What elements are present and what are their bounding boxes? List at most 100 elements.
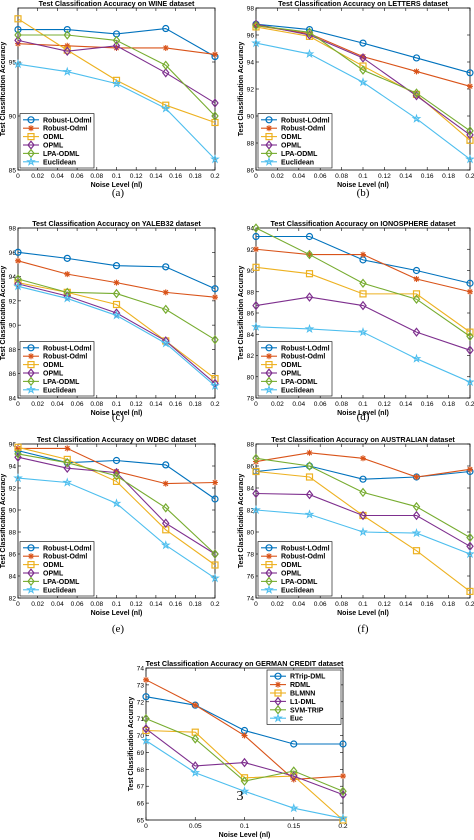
x-tick-label: 0.16 — [169, 173, 182, 180]
series-line-0 — [17, 251, 216, 290]
y-tick-label: 94 — [9, 274, 17, 281]
legend-marker — [265, 344, 273, 352]
legend-marker — [266, 125, 272, 132]
x-tick-label: 0.2 — [210, 601, 219, 608]
y-axis-label: Test Classification Accuracy — [238, 474, 245, 569]
legend-label: Robust-LOdml — [281, 545, 330, 552]
data-point — [358, 77, 368, 87]
panel-label: (d) — [357, 411, 370, 423]
data-point — [412, 510, 421, 521]
x-tick-label: 0 — [16, 401, 20, 408]
legend-label: Robust-Odml — [281, 554, 325, 561]
data-point — [252, 488, 260, 499]
legend-marker — [265, 361, 273, 369]
legend-label: LPA-ODML — [281, 379, 318, 386]
data-point — [62, 477, 73, 487]
legend-marker — [26, 584, 36, 594]
x-tick-label: 0.1 — [112, 401, 121, 408]
legend-label: ODML — [43, 362, 64, 369]
data-point — [211, 285, 219, 293]
data-point — [143, 676, 149, 683]
y-tick-label: 84 — [9, 396, 17, 403]
data-point — [252, 263, 260, 271]
legend-label: Robust-Odml — [43, 554, 87, 561]
data-point — [113, 44, 120, 51]
data-point — [253, 246, 259, 253]
data-point — [340, 773, 346, 780]
data-point — [63, 26, 71, 34]
y-tick-label: 98 — [9, 226, 17, 233]
data-point — [63, 463, 72, 473]
x-tick-label: 0.14 — [149, 601, 162, 608]
data-point — [63, 30, 72, 40]
data-point — [359, 475, 367, 483]
legend-label: LPA-ODML — [281, 151, 318, 158]
x-axis-label: Noise Level (nl) — [337, 410, 389, 417]
x-tick-label: 0.14 — [149, 173, 162, 180]
chart-title: Test Classification Accuracy on WDBC dat… — [37, 435, 197, 444]
data-point — [360, 53, 366, 60]
y-tick-label: 92 — [247, 87, 255, 94]
x-tick-label: 0 — [144, 823, 148, 830]
legend-marker — [266, 553, 272, 560]
y-tick-label: 80 — [247, 530, 255, 537]
data-point — [338, 813, 348, 823]
series-line-2 — [255, 266, 471, 333]
x-tick-label: 0.18 — [442, 401, 455, 408]
series-line-5 — [255, 326, 471, 383]
legend-marker — [26, 384, 36, 394]
legend-label: ODML — [281, 562, 302, 569]
x-axis-label: Noise Level (nl) — [91, 182, 143, 189]
data-point — [306, 449, 313, 456]
x-tick-label: 0.06 — [71, 173, 84, 180]
x-tick-label: 0.1 — [112, 601, 121, 608]
data-point — [465, 376, 474, 387]
legend-marker — [27, 361, 35, 369]
data-point — [160, 540, 171, 550]
data-point — [465, 548, 474, 559]
data-point — [411, 113, 422, 123]
legend-label: Euclidean — [43, 587, 76, 594]
series-line-5 — [255, 42, 471, 160]
y-tick-label: 88 — [247, 141, 255, 148]
x-tick-label: 0.04 — [292, 401, 305, 408]
y-tick-label: 66 — [137, 801, 145, 808]
y-tick-label: 86 — [247, 311, 255, 318]
x-tick-label: 0.05 — [189, 823, 202, 830]
y-tick-label: 90 — [247, 268, 255, 275]
data-point — [212, 479, 218, 486]
legend-label: OPML — [43, 571, 64, 578]
y-axis-label: Test Classification Accuracy — [128, 697, 135, 792]
series-line-3 — [255, 296, 471, 351]
data-point — [305, 27, 314, 38]
x-tick-label: 0.14 — [399, 401, 412, 408]
x-tick-label: 0.12 — [130, 401, 143, 408]
data-point — [289, 766, 298, 776]
legend-marker — [274, 672, 282, 680]
legend-marker — [27, 116, 35, 124]
data-point — [412, 88, 421, 98]
chart-title: Test Classification Accuracy on IONOSPHE… — [271, 219, 457, 228]
data-point — [412, 294, 421, 304]
data-point — [252, 223, 260, 233]
legend-marker — [28, 553, 34, 560]
x-tick-label: 0.12 — [130, 173, 143, 180]
data-point — [466, 345, 474, 355]
data-point — [14, 15, 22, 23]
data-point — [252, 453, 260, 464]
legend-marker — [274, 689, 282, 697]
y-tick-label: 69 — [137, 750, 145, 757]
x-tick-label: 0.02 — [271, 173, 284, 180]
x-axis-label: Noise Level (nl) — [337, 610, 389, 617]
data-point — [289, 771, 298, 781]
y-tick-label: 78 — [247, 552, 255, 559]
data-point — [413, 68, 420, 75]
y-tick-label: 96 — [9, 250, 17, 257]
legend-label: Robust-Odml — [43, 354, 87, 361]
data-point — [359, 278, 367, 289]
legend-label: OPML — [281, 571, 302, 578]
legend-label: OPML — [281, 371, 302, 378]
data-point — [111, 498, 122, 508]
data-point — [62, 293, 73, 303]
